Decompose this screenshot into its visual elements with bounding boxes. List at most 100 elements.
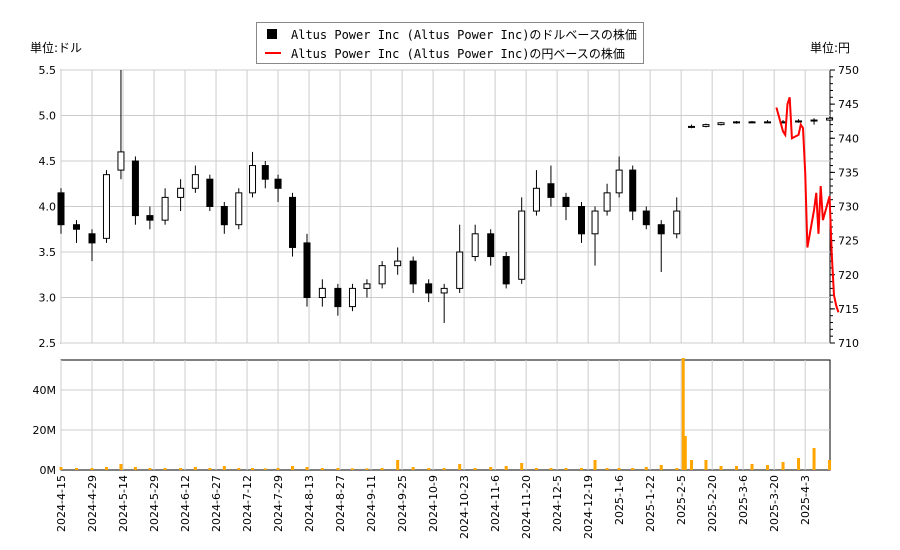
volume-bar	[659, 465, 663, 470]
x-tick-label: 2025-2-20	[706, 475, 719, 532]
candle-body	[733, 121, 741, 124]
volume-bar	[564, 468, 568, 470]
right-y-tick-label: 725	[838, 235, 859, 248]
candle-body	[378, 265, 386, 285]
left-y-tick-label: 3.5	[39, 246, 57, 259]
candle-body	[642, 210, 650, 226]
volume-bar	[605, 468, 609, 470]
legend-label-jpy: Altus Power Inc (Altus Power Inc)の円ベースの株…	[291, 46, 625, 61]
volume-bar	[473, 468, 477, 470]
x-tick-label: 2024-7-29	[272, 475, 285, 532]
x-tick-label: 2024-5-29	[148, 475, 161, 532]
legend: Altus Power Inc (Altus Power Inc)のドルベースの…	[256, 22, 644, 64]
volume-bar	[222, 466, 226, 470]
candle-body	[577, 206, 585, 235]
legend-item-jpy: Altus Power Inc (Altus Power Inc)の円ベースの株…	[265, 44, 625, 62]
volume-bar	[179, 468, 183, 470]
volume-bar	[766, 465, 770, 470]
volume-bar	[380, 468, 384, 470]
volume-y-tick-label: 0M	[40, 464, 57, 477]
legend-item-usd: Altus Power Inc (Altus Power Inc)のドルベースの…	[265, 25, 637, 43]
candle-body	[289, 196, 297, 248]
volume-bar	[365, 468, 369, 470]
candle-body	[363, 283, 371, 289]
candle-body	[220, 206, 228, 226]
left-y-tick-label: 5.5	[39, 64, 57, 77]
volume-bar	[675, 468, 679, 470]
legend-label-usd: Altus Power Inc (Altus Power Inc)のドルベースの…	[291, 27, 637, 42]
left-y-tick-label: 2.5	[39, 337, 57, 350]
volume-bar	[163, 468, 167, 470]
volume-bar	[549, 468, 553, 470]
left-y-tick-label: 3.0	[39, 292, 57, 305]
candle-body	[591, 210, 599, 235]
volume-bar	[489, 467, 493, 470]
candle-body	[673, 210, 681, 235]
volume-bar	[750, 464, 754, 470]
x-tick-label: 2024-6-27	[210, 475, 223, 532]
x-tick-label: 2024-12-5	[551, 475, 564, 532]
x-tick-label: 2025-2-5	[675, 475, 688, 525]
right-y-tick-label: 740	[838, 132, 859, 145]
volume-bar	[797, 458, 801, 470]
candle-body	[562, 196, 570, 207]
volume-y-tick-label: 20M	[33, 424, 57, 437]
candle-body	[471, 233, 479, 258]
volume-bar	[689, 460, 693, 470]
x-tick-label: 2024-12-19	[582, 475, 595, 539]
candle-body	[102, 174, 110, 239]
jpy-price-line	[775, 96, 840, 313]
x-tick-label: 2024-11-20	[520, 475, 533, 539]
candle-body	[261, 165, 269, 180]
right-y-tick-label: 745	[838, 98, 859, 111]
x-tick-label: 2024-10-23	[458, 475, 471, 539]
volume-bar	[350, 468, 354, 470]
candle-body	[146, 215, 154, 221]
volume-bar	[828, 460, 832, 470]
volume-bar	[631, 468, 635, 470]
candle-body	[117, 151, 125, 171]
volume-bar	[251, 468, 255, 470]
volume-bar	[291, 466, 295, 470]
x-tick-label: 2024-7-12	[241, 475, 254, 532]
volume-y-tick-label: 40M	[33, 384, 57, 397]
candle-body	[88, 233, 96, 244]
volume-plot-area	[60, 359, 831, 471]
candle-body	[603, 192, 611, 212]
volume-bar	[520, 463, 524, 470]
volume-bar	[411, 467, 415, 470]
candle-body	[502, 256, 510, 285]
x-tick-label: 2025-1-6	[613, 475, 626, 525]
volume-bar	[681, 358, 685, 470]
x-tick-label: 2025-3-20	[768, 475, 781, 532]
x-tick-label: 2024-4-15	[55, 475, 68, 532]
volume-bar	[579, 468, 583, 470]
x-tick-label: 2025-4-3	[799, 475, 812, 525]
candle-body	[717, 122, 725, 126]
left-y-tick-label: 4.0	[39, 201, 57, 214]
candle-body	[348, 287, 356, 308]
volume-bar	[534, 468, 538, 470]
volume-bar	[119, 464, 123, 470]
candle-body	[702, 124, 710, 127]
volume-bar	[336, 468, 340, 470]
candle-body	[547, 183, 555, 198]
right-y-tick-label: 735	[838, 166, 859, 179]
volume-bar	[305, 467, 309, 470]
volume-bar	[504, 466, 508, 470]
candle-body	[177, 187, 185, 198]
volume-bar	[276, 468, 280, 470]
x-tick-label: 2024-10-9	[427, 475, 440, 532]
volume-bar	[75, 468, 79, 470]
candle-body	[810, 119, 818, 122]
x-tick-label: 2024-11-6	[489, 475, 502, 532]
right-unit-label: 単位:円	[810, 41, 851, 55]
candle-body	[657, 224, 665, 235]
x-tick-label: 2025-3-6	[737, 475, 750, 525]
x-tick-label: 2025-1-22	[644, 475, 657, 532]
volume-bar	[193, 467, 197, 470]
candle-body	[73, 224, 81, 230]
candle-body	[161, 196, 169, 221]
candle-body	[334, 287, 342, 308]
left-unit-label: 単位:ドル	[30, 41, 83, 55]
